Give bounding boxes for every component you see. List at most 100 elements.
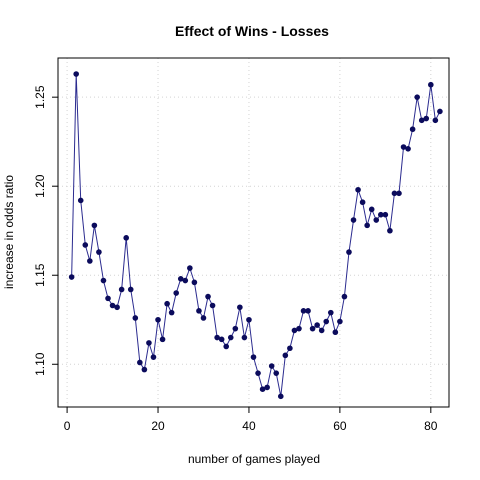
data-point (68, 274, 75, 280)
data-point (364, 222, 370, 229)
data-point (400, 144, 407, 150)
data-point (327, 309, 334, 316)
data-point (214, 334, 220, 341)
data-point (109, 302, 116, 309)
data-point (96, 249, 102, 255)
data-point (123, 235, 129, 241)
y-tick-label: 1.15 (33, 263, 47, 287)
data-point (241, 334, 248, 341)
data-point (159, 336, 166, 343)
x-tick-label: 0 (64, 419, 71, 433)
data-point (168, 309, 175, 316)
data-point (200, 315, 207, 321)
data-point (296, 325, 302, 332)
x-axis-label: number of games played (188, 452, 320, 466)
data-point (255, 370, 261, 376)
x-tick-label: 80 (424, 419, 438, 433)
data-point (368, 206, 375, 213)
x-tick-label: 60 (333, 419, 347, 433)
data-point (382, 211, 389, 218)
data-point (309, 325, 316, 332)
data-point (409, 126, 416, 133)
data-point (373, 217, 380, 223)
data-point (264, 384, 270, 391)
data-point (196, 308, 202, 314)
data-point (114, 304, 120, 311)
series-points (68, 71, 443, 400)
data-point (346, 249, 352, 255)
data-point (405, 146, 411, 152)
x-tick-label: 20 (151, 419, 165, 433)
data-point (318, 327, 325, 334)
plot-frame (57, 57, 450, 408)
data-point (350, 217, 357, 223)
x-axis: 0 20 40 60 80 (64, 407, 438, 433)
data-point (259, 386, 266, 392)
data-point (246, 316, 252, 323)
data-point (137, 359, 143, 366)
data-point (282, 352, 289, 359)
data-point (209, 302, 216, 309)
data-point (396, 190, 402, 197)
data-point (105, 295, 111, 302)
data-point (437, 108, 443, 115)
data-point (150, 354, 157, 360)
series-line (71, 74, 441, 397)
data-point (414, 94, 420, 100)
data-point (387, 227, 393, 234)
data-point (218, 336, 225, 343)
data-point (423, 115, 430, 122)
data-point (182, 277, 189, 284)
data-point (127, 286, 134, 293)
y-tick-label: 1.20 (33, 174, 47, 198)
data-point (273, 370, 280, 376)
data-point (177, 275, 184, 282)
data-point (332, 329, 339, 336)
data-point (232, 325, 239, 332)
data-point (132, 315, 139, 321)
data-point (187, 265, 193, 271)
data-point (141, 366, 148, 373)
data-point (191, 279, 198, 286)
data-point (118, 286, 125, 293)
data-point (277, 393, 284, 400)
data-point (341, 293, 348, 300)
y-tick-label: 1.10 (33, 352, 47, 376)
data-point (314, 322, 320, 328)
data-point (237, 304, 243, 311)
data-point (87, 258, 93, 264)
data-point (77, 197, 84, 204)
data-point (428, 81, 434, 88)
x-tick-label: 40 (242, 419, 256, 433)
data-point (305, 308, 311, 314)
data-point (164, 300, 170, 307)
data-point (418, 117, 425, 124)
data-point (432, 117, 439, 124)
data-point (291, 327, 298, 334)
data-point (355, 186, 361, 193)
data-point (323, 318, 330, 325)
y-tick-label: 1.25 (33, 85, 47, 109)
data-point (378, 211, 384, 218)
data-point (73, 71, 79, 77)
data-point (250, 354, 257, 360)
data-point (223, 343, 230, 350)
series-line-group (71, 74, 441, 397)
data-point (287, 345, 293, 352)
data-point (391, 190, 398, 197)
data-point (100, 277, 107, 284)
y-axis-label: increase in odds ratio (2, 175, 16, 289)
data-point (146, 340, 152, 346)
data-point (268, 363, 275, 369)
data-point (227, 334, 234, 341)
data-point (155, 316, 161, 323)
y-axis: 1.10 1.15 1.20 1.25 (33, 85, 58, 376)
data-point (337, 318, 343, 325)
data-point (173, 290, 180, 296)
data-point (82, 242, 89, 248)
data-point (359, 199, 366, 206)
data-point (300, 308, 307, 314)
data-point (205, 293, 211, 300)
chart-title: Effect of Wins - Losses (175, 23, 329, 39)
